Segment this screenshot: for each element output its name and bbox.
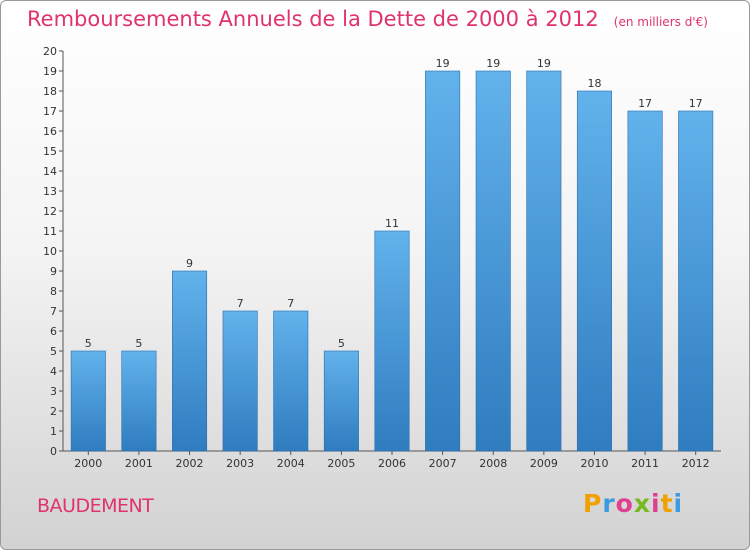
x-tick-label: 2011	[631, 457, 659, 470]
bar	[475, 70, 511, 452]
y-tick-label: 2	[50, 405, 57, 418]
bar-value-label: 11	[385, 217, 399, 230]
bars: 5 5 9 7 7 5 11 19 19 19 18 17 17	[70, 57, 714, 452]
y-tick-label: 1	[50, 425, 57, 438]
bar	[172, 270, 208, 452]
y-tick-label: 4	[50, 365, 57, 378]
x-tick-label: 2007	[429, 457, 457, 470]
chart-title: Remboursements Annuels de la Dette de 20…	[27, 7, 599, 31]
bar-value-label: 18	[587, 77, 601, 90]
y-tick-label: 20	[43, 45, 57, 58]
bar	[374, 230, 410, 452]
chart-title-block: Remboursements Annuels de la Dette de 20…	[27, 7, 708, 31]
y-tick-label: 3	[50, 385, 57, 398]
y-tick-label: 10	[43, 245, 57, 258]
logo-letter: x	[633, 489, 651, 518]
y-tick-label: 8	[50, 285, 57, 298]
x-tick-label: 2009	[530, 457, 558, 470]
y-tick-label: 17	[43, 105, 57, 118]
logo-letter: i	[673, 489, 684, 518]
y-tick-label: 6	[50, 325, 57, 338]
y-tick-label: 15	[43, 145, 57, 158]
logo-letter: t	[660, 489, 674, 518]
x-tick-label: 2002	[176, 457, 204, 470]
bar-value-label: 9	[186, 257, 193, 270]
y-tick-label: 16	[43, 125, 57, 138]
bar-value-label: 19	[486, 57, 500, 70]
logo-letter: o	[615, 489, 634, 518]
x-axis: 2000 2001 2002 2003 2004 2005 2006 2007 2008 2009…	[63, 450, 721, 470]
y-tick-label: 12	[43, 205, 57, 218]
bar-value-label: 5	[338, 337, 345, 350]
x-tick-label: 2012	[682, 457, 710, 470]
bar-value-label: 19	[436, 57, 450, 70]
bar	[121, 350, 157, 452]
y-tick-label: 19	[43, 65, 57, 78]
y-tick-label: 9	[50, 265, 57, 278]
x-tick-label: 2001	[125, 457, 153, 470]
y-tick-label: 7	[50, 305, 57, 318]
commune-name: BAUDEMENT	[37, 495, 154, 517]
bar	[273, 310, 309, 452]
logo-letter: r	[602, 489, 616, 518]
x-tick-label: 2010	[580, 457, 608, 470]
proxiti-logo: Proxiti	[583, 489, 683, 518]
bar-value-label: 17	[638, 97, 652, 110]
x-tick-label: 2006	[378, 457, 406, 470]
y-tick-label: 14	[43, 165, 57, 178]
y-tick-label: 18	[43, 85, 57, 98]
y-tick-label: 5	[50, 345, 57, 358]
bar-value-label: 19	[537, 57, 551, 70]
x-tick-label: 2000	[74, 457, 102, 470]
bar	[576, 90, 612, 452]
bar	[222, 310, 258, 452]
bar	[323, 350, 359, 452]
x-tick-label: 2005	[327, 457, 355, 470]
chart-unit: (en milliers d'€)	[613, 15, 708, 29]
x-tick-label: 2003	[226, 457, 254, 470]
logo-letter: i	[651, 489, 661, 518]
y-tick-label: 11	[43, 225, 57, 238]
bar-value-label: 5	[85, 337, 92, 350]
x-tick-label: 2004	[277, 457, 305, 470]
y-tick-label: 0	[50, 445, 57, 458]
logo-letter: P	[583, 489, 603, 518]
bar	[627, 110, 663, 452]
bar-value-label: 5	[135, 337, 142, 350]
bar	[425, 70, 461, 452]
bar	[70, 350, 106, 452]
x-tick-label: 2008	[479, 457, 507, 470]
y-tick-label: 13	[43, 185, 57, 198]
bar-value-label: 17	[689, 97, 703, 110]
bar	[526, 70, 562, 452]
bar-value-label: 7	[237, 297, 244, 310]
bar	[678, 110, 714, 452]
bar-value-label: 7	[287, 297, 294, 310]
